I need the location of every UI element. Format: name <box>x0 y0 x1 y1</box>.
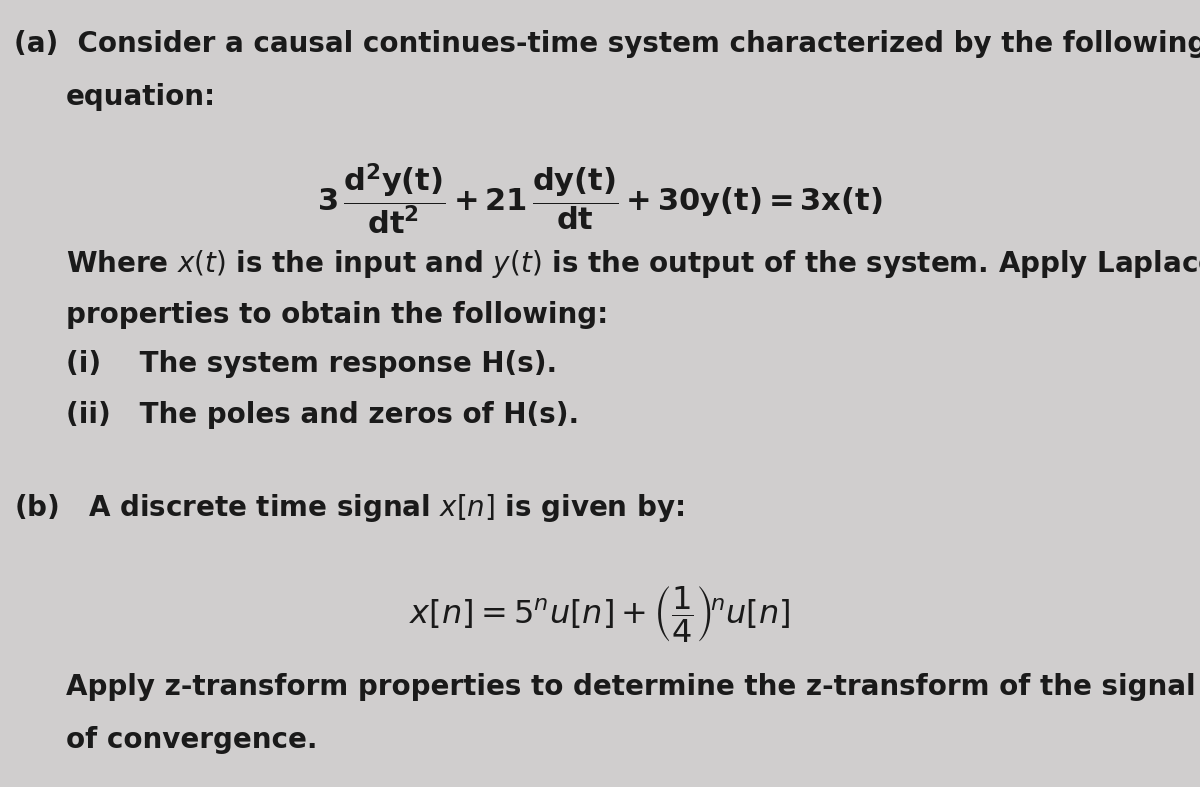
Text: (i)    The system response H(s).: (i) The system response H(s). <box>66 350 557 379</box>
Text: properties to obtain the following:: properties to obtain the following: <box>66 301 608 329</box>
Text: Apply z-transform properties to determine the z-transform of the signal x[n] and: Apply z-transform properties to determin… <box>66 673 1200 701</box>
Text: $x[n] = 5^n u[n] + \left(\dfrac{1}{4}\right)^{\!n} u[n]$: $x[n] = 5^n u[n] + \left(\dfrac{1}{4}\ri… <box>409 584 791 644</box>
Text: (b)   A discrete time signal $x[n]$ is given by:: (b) A discrete time signal $x[n]$ is giv… <box>14 492 685 524</box>
Text: (a)  Consider a causal continues-time system characterized by the following diff: (a) Consider a causal continues-time sys… <box>14 30 1200 58</box>
Text: $\mathbf{3\,\dfrac{d^2y(t)}{dt^2} + 21\,\dfrac{dy(t)}{dt} + 30y(t) = 3x(t)}$: $\mathbf{3\,\dfrac{d^2y(t)}{dt^2} + 21\,… <box>317 161 883 237</box>
Text: of convergence.: of convergence. <box>66 726 318 754</box>
Text: Where $x(t)$ is the input and $y(t)$ is the output of the system. Apply Laplace : Where $x(t)$ is the input and $y(t)$ is … <box>66 248 1200 280</box>
Text: (ii)   The poles and zeros of H(s).: (ii) The poles and zeros of H(s). <box>66 401 580 430</box>
Text: equation:: equation: <box>66 83 216 111</box>
